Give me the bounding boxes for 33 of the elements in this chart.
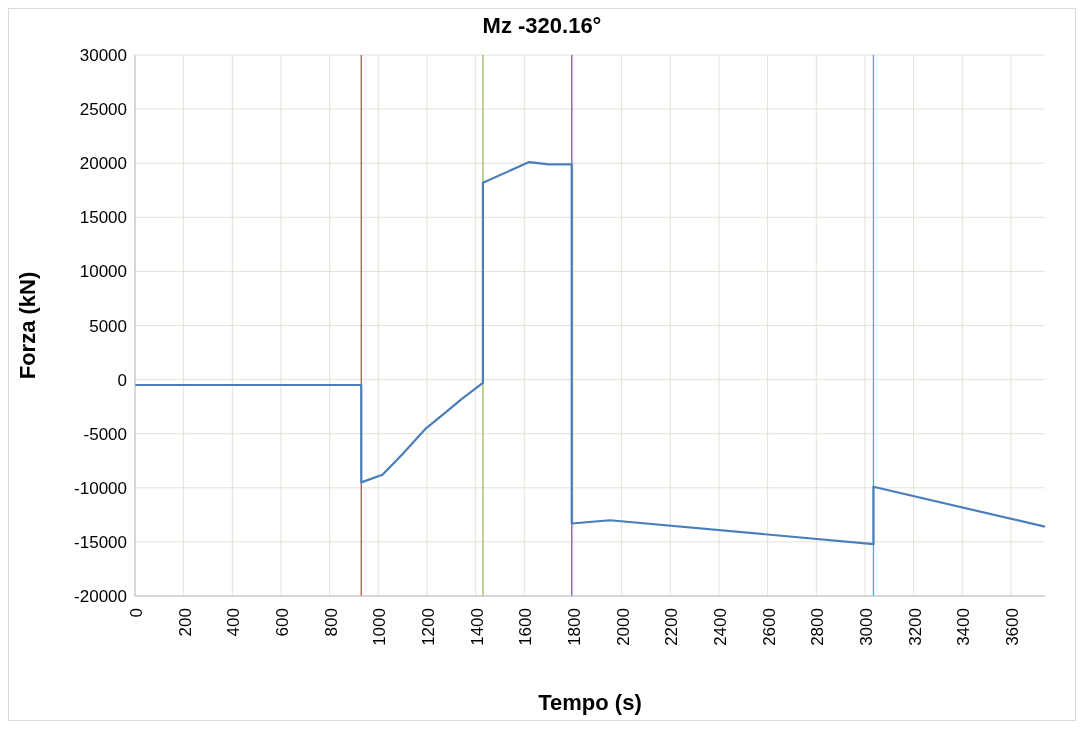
x-tick-label: 2600 [759,608,779,646]
y-tick-label: 10000 [79,262,127,282]
x-tick-label: 1400 [467,608,487,646]
x-tick-label: 2000 [613,608,633,646]
x-tick-label: 1800 [564,608,584,646]
x-tick-label: 1600 [516,608,536,646]
y-tick-label: 20000 [79,154,127,174]
y-tick-label: 30000 [79,46,127,66]
x-tick-label: 800 [321,608,341,637]
x-tick-label: 1200 [418,608,438,646]
x-tick-label: 3600 [1002,608,1022,646]
x-tick-label: 2800 [808,608,828,646]
x-tick-label: 0 [127,608,146,618]
chart-title: Mz -320.16° [481,13,603,39]
y-tick-label: -20000 [74,587,127,607]
x-tick-label: 3200 [905,608,925,646]
x-tick-label: 200 [175,608,195,637]
y-tick-label: 0 [117,370,127,390]
y-tick-label: 5000 [89,316,127,336]
x-tick-label: 3400 [954,608,974,646]
y-axis-title: Forza (kN) [14,271,40,380]
x-tick-label: 400 [224,608,244,637]
y-tick-label: 15000 [79,208,127,228]
x-tick-label: 2400 [710,608,730,646]
x-axis-title: Tempo (s) [538,690,642,715]
y-tick-label: -15000 [74,532,127,552]
y-tick-label: 25000 [79,100,127,120]
y-tick-label: -5000 [83,424,127,444]
x-tick-label: 3000 [856,608,876,646]
y-tick-label: -10000 [74,478,127,498]
x-tick-label: 2200 [662,608,682,646]
x-tick-label: 600 [272,608,292,637]
x-tick-label: 1000 [370,608,390,646]
